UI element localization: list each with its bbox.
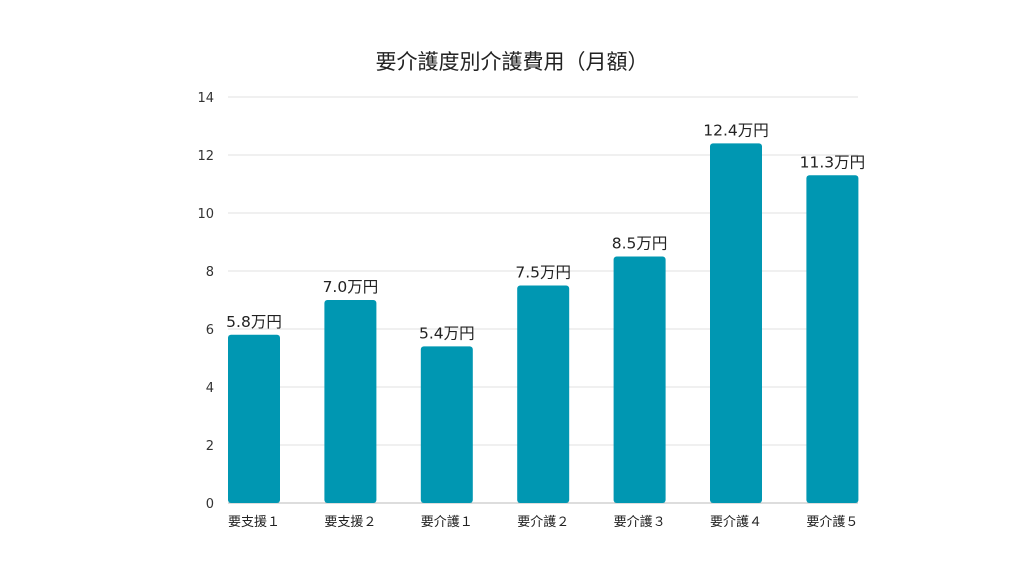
y-tick-label: 12 [197,149,214,164]
bar [806,175,859,504]
data-label: 7.0万円 [323,278,379,296]
data-label: 8.5万円 [612,235,668,253]
bar [420,346,473,503]
x-tick-label: 要介護５ [806,514,858,530]
y-tick-label: 2 [206,439,214,454]
chart-title: 要介護度別介護費用（月額） [375,50,649,74]
x-tick-label: 要介護２ [517,514,569,530]
x-tick-label: 要介護１ [421,514,473,530]
y-tick-label: 10 [197,207,214,222]
bar [517,285,570,503]
bar [710,143,762,503]
x-tick-label: 要介護３ [614,514,666,530]
bar [228,334,280,503]
data-label: 5.4万円 [419,324,475,342]
bar [613,256,666,503]
x-tick-label: 要支援２ [324,515,376,530]
bar [324,300,377,503]
x-tick-label: 要支援１ [228,515,280,530]
y-tick-label: 4 [206,381,214,396]
data-label: 12.4万円 [703,121,769,139]
y-tick-label: 0 [206,497,214,512]
y-tick-label: 8 [206,265,214,280]
y-tick-label: 6 [206,323,214,338]
data-label: 7.5万円 [515,264,571,282]
data-label: 5.8万円 [226,313,282,331]
x-tick-label: 要介護４ [710,514,762,530]
y-tick-label: 14 [197,91,214,106]
data-label: 11.3万円 [800,153,866,171]
